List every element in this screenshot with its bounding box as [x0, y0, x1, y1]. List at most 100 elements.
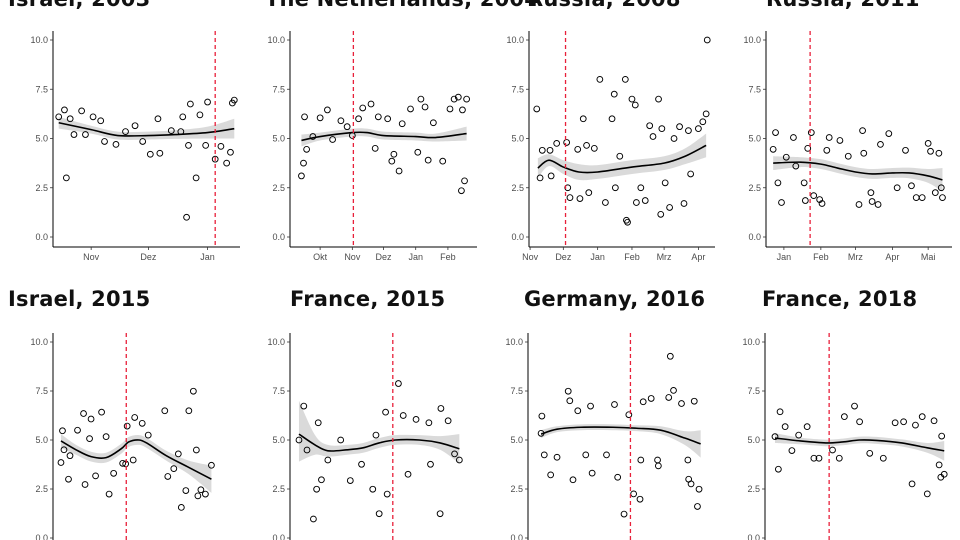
data-point [119, 459, 127, 467]
data-point [611, 184, 619, 192]
data-point [404, 470, 412, 478]
data-point [540, 451, 548, 459]
data-point [569, 476, 577, 484]
data-point [337, 117, 345, 125]
data-point [771, 433, 779, 441]
data-point [208, 461, 215, 469]
data-point [230, 96, 238, 104]
y-tick-label: 7.5 [272, 386, 285, 396]
data-point [324, 456, 332, 464]
data-point [424, 156, 432, 164]
y-tick-label: 5.0 [747, 435, 760, 445]
data-point [804, 144, 812, 152]
data-point [383, 490, 391, 498]
data-point [536, 174, 544, 182]
data-point [144, 431, 152, 439]
smooth-trend-line [537, 144, 707, 174]
data-point [454, 93, 462, 101]
x-tick-label: Apr [691, 252, 705, 262]
data-point [860, 149, 868, 157]
y-tick-label: 0.0 [510, 533, 523, 540]
y-tick-label: 2.5 [35, 484, 48, 494]
data-point [661, 179, 669, 187]
data-point [637, 456, 645, 464]
data-point [217, 143, 225, 150]
data-point [300, 402, 308, 410]
data-point [818, 200, 826, 207]
data-point [167, 127, 175, 134]
data-point [553, 140, 561, 147]
data-point [105, 490, 113, 498]
data-point [374, 113, 382, 121]
data-point [189, 387, 197, 395]
data-point [131, 414, 139, 421]
data-point [390, 150, 398, 158]
data-point [202, 490, 209, 498]
data-point [923, 490, 931, 498]
data-point [825, 134, 833, 141]
data-point [131, 122, 139, 130]
y-tick-label: 5.0 [748, 134, 761, 144]
panel-title-israel-2015: Israel, 2015 [8, 287, 151, 311]
y-tick-label: 2.5 [272, 183, 285, 193]
data-point [313, 485, 320, 493]
x-tick-label: Mrz [657, 252, 672, 262]
data-point [590, 144, 598, 152]
data-point [680, 200, 688, 207]
data-point [603, 451, 610, 459]
x-tick-label: Jan [200, 252, 215, 262]
data-point [204, 98, 211, 106]
data-point [156, 149, 164, 157]
y-tick-label: 10.0 [743, 35, 761, 45]
data-point [429, 119, 437, 127]
data-point [146, 150, 154, 158]
data-point [703, 36, 711, 44]
data-point [695, 485, 703, 493]
y-tick-label: 10.0 [267, 35, 285, 45]
y-tick-label: 0.0 [272, 232, 285, 242]
data-point [602, 199, 609, 206]
smooth-trend-line [298, 433, 460, 452]
y-tick-label: 0.0 [35, 533, 48, 540]
data-point [655, 95, 662, 103]
data-point [900, 418, 907, 426]
confidence-ribbon [298, 400, 460, 464]
data-point [343, 123, 351, 131]
data-point [92, 472, 99, 480]
data-point [647, 395, 655, 402]
data-point [439, 157, 447, 165]
data-point [60, 446, 68, 454]
data-point [122, 128, 129, 135]
x-tick-label: Dez [375, 252, 392, 262]
data-point [62, 174, 70, 182]
data-point [856, 418, 863, 426]
data-point [630, 490, 638, 498]
data-point [564, 387, 572, 395]
data-point [154, 115, 162, 123]
data-point [547, 172, 555, 180]
data-point [624, 218, 631, 226]
data-point [596, 76, 604, 83]
data-point [97, 117, 105, 125]
data-point [314, 419, 322, 427]
data-point [57, 459, 65, 466]
data-point [461, 177, 468, 185]
data-point [375, 510, 383, 518]
data-point [935, 461, 943, 469]
data-point [908, 182, 915, 190]
data-point [687, 480, 695, 488]
data-point [223, 159, 231, 167]
data-point [877, 141, 884, 148]
data-point [382, 408, 389, 416]
panel-title-germany-2016: Germany, 2016 [524, 287, 706, 311]
data-point [937, 184, 945, 192]
data-point [123, 422, 131, 430]
data-point [790, 134, 797, 141]
data-point [187, 100, 194, 108]
data-point [86, 435, 93, 443]
x-tick-label: Jan [777, 252, 792, 262]
y-tick-label: 10.0 [267, 337, 285, 347]
y-tick-label: 2.5 [748, 183, 761, 193]
data-point [450, 95, 458, 103]
